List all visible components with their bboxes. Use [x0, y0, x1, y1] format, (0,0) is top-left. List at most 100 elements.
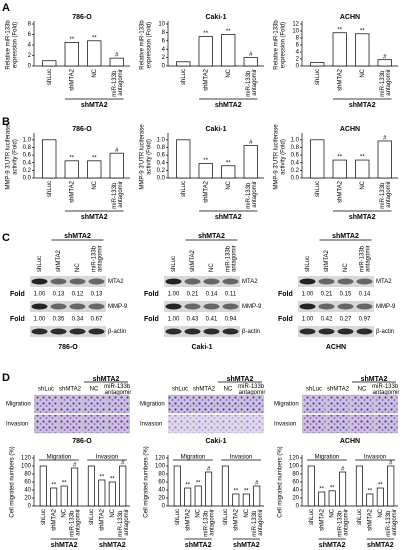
bar — [243, 57, 258, 67]
micrograph — [240, 394, 264, 414]
bar — [42, 60, 57, 67]
x-tick-label: miR-133b antagomir — [111, 181, 123, 209]
y-tick-label: 20 — [292, 496, 299, 502]
y-tick-label: 1.0 — [23, 137, 32, 143]
group-label: shMTA2 — [99, 542, 126, 549]
micrograph — [34, 414, 58, 434]
x-tick-label: shMTA2 — [69, 180, 75, 203]
y-axis-label: expression (Fold) — [281, 22, 287, 68]
blot-band — [50, 303, 67, 310]
x-tick-label: NC — [378, 508, 384, 517]
bar — [307, 465, 315, 507]
micrograph — [192, 394, 216, 414]
significance: ** — [62, 481, 67, 487]
micrograph — [192, 414, 216, 434]
y-axis-label: MMP-9 3'UTR luciferase — [274, 124, 280, 190]
bar — [60, 485, 68, 507]
bar — [310, 139, 325, 179]
fold-value: 0.67 — [91, 317, 103, 323]
lane-label: NC — [75, 263, 81, 272]
blot-band — [222, 328, 239, 335]
y-tick-label: 80 — [158, 472, 165, 478]
micrograph — [350, 394, 374, 414]
blot-band — [50, 278, 67, 285]
significance: # — [249, 140, 253, 146]
micrograph — [374, 414, 398, 434]
x-tick-label: shMTA2 — [319, 508, 325, 531]
y-tick-label: 100 — [155, 464, 166, 470]
group-label: shMTA2 — [233, 542, 260, 549]
significance: ** — [337, 27, 342, 33]
lane-label: miR-133b antagomir — [359, 244, 371, 272]
fold-value: 0.94 — [225, 317, 237, 323]
micrograph — [82, 394, 106, 414]
blot-strip — [30, 326, 106, 337]
bar — [243, 145, 258, 179]
row-label: Migration — [274, 402, 299, 408]
x-tick-label: shLuc — [223, 509, 229, 525]
y-tick-label: 80 — [292, 472, 299, 478]
bar — [184, 487, 192, 507]
blot-band — [337, 303, 354, 310]
blot-band — [203, 303, 220, 310]
x-tick-label: miR-133b antagomir — [203, 509, 215, 537]
blot-band — [184, 278, 201, 285]
y-axis-label: activity (Fold) — [147, 139, 153, 175]
fold-value: 0.35 — [53, 317, 65, 323]
lane-label: shMTA2 — [56, 249, 62, 272]
y-tick-label: 0.6 — [291, 153, 300, 159]
y-tick-label: 10 — [292, 29, 299, 35]
y-axis-label: Relative miR-133b — [140, 20, 146, 70]
bar — [71, 467, 79, 507]
x-tick-label: shMTA2 — [51, 508, 57, 531]
micrograph — [302, 394, 326, 414]
bar — [205, 471, 213, 507]
x-tick-label: shLuc — [315, 181, 321, 197]
y-tick-label: 120 — [155, 456, 166, 462]
protein-label: β-actin — [376, 329, 394, 335]
blot-band — [299, 328, 316, 335]
bar — [176, 61, 191, 67]
blot-band — [184, 303, 201, 310]
y-tick-label: 6 — [162, 38, 166, 44]
panel-label: D — [2, 372, 10, 384]
bar — [377, 59, 392, 67]
blot-group: shMTA2 — [64, 233, 91, 240]
x-tick-label: shMTA2 — [337, 180, 343, 203]
fold-value: 0.97 — [359, 317, 371, 323]
micrograph — [350, 414, 374, 434]
bar — [98, 479, 106, 507]
cell-line: Caki-1 — [205, 438, 226, 445]
protein-label: MTA2 — [242, 279, 258, 285]
bar — [109, 152, 124, 179]
significance: # — [341, 467, 345, 473]
significance: ** — [92, 35, 97, 41]
y-tick-label: 60 — [158, 480, 165, 486]
x-tick-label: shMTA2 — [185, 508, 191, 531]
micrograph — [374, 394, 398, 414]
x-tick-label: NC — [196, 508, 202, 517]
group-label: shMTA2 — [215, 102, 242, 109]
significance: ** — [185, 483, 190, 489]
micrograph — [302, 414, 326, 434]
group-label: shMTA2 — [367, 542, 394, 549]
micrograph — [326, 414, 350, 434]
y-axis-label: expression (Fold) — [13, 22, 19, 68]
fold-value: 0.43 — [187, 317, 199, 323]
blot-band — [88, 278, 105, 285]
y-tick-label: 0.0 — [157, 176, 166, 182]
y-tick-label: 0.4 — [291, 160, 300, 166]
fold-value: 1.00 — [302, 292, 314, 298]
y-tick-label: 6 — [28, 32, 32, 38]
lane-label: shMTA2 — [59, 387, 82, 393]
group-label: shMTA2 — [319, 542, 346, 549]
blot-band — [222, 278, 239, 285]
fold-label: Fold — [144, 291, 159, 298]
blot-band — [299, 278, 316, 285]
row-label: Invasion — [274, 422, 296, 428]
blot-band — [165, 278, 182, 285]
fold-label: Fold — [278, 291, 293, 298]
y-tick-label: 0 — [162, 504, 166, 510]
fold-value: 0.14 — [359, 292, 371, 298]
bar — [339, 471, 347, 507]
